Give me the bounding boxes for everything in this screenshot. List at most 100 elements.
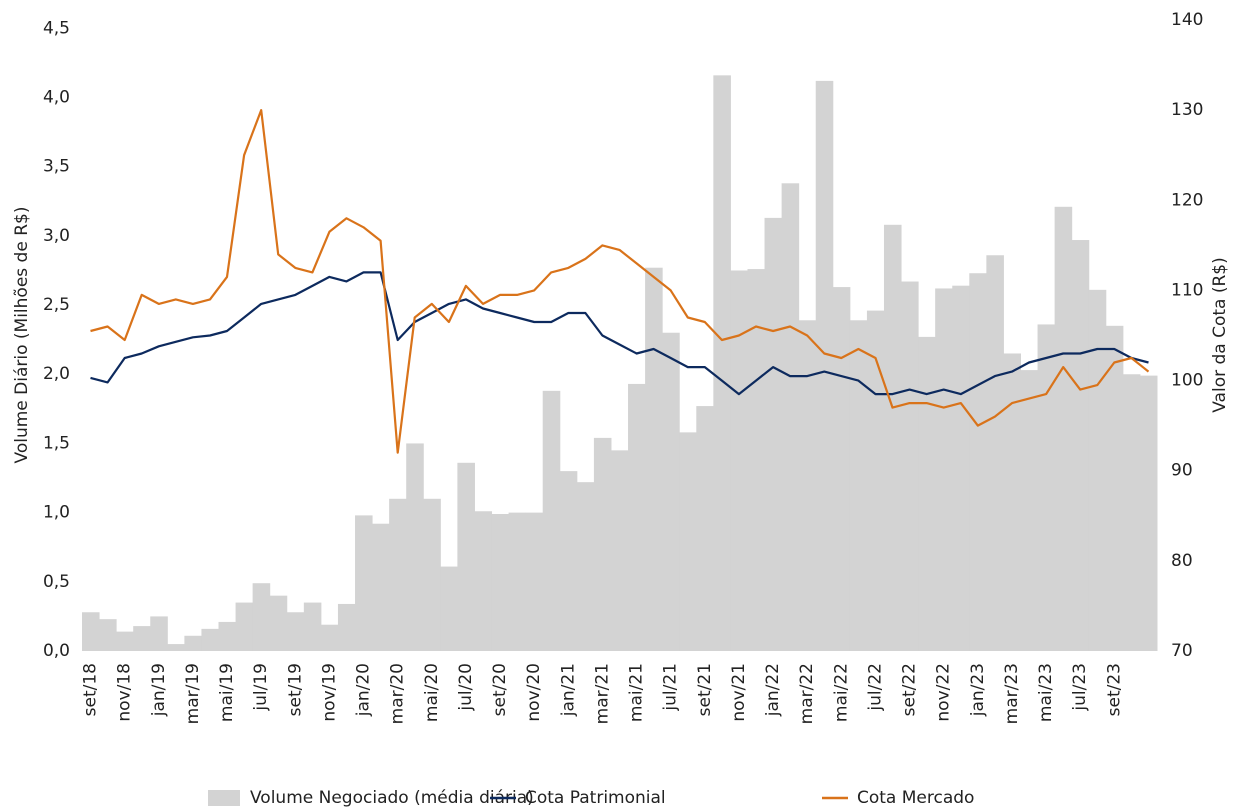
- x-tick-label: nov/18: [115, 663, 135, 722]
- bar: [389, 498, 407, 651]
- y-tick-label: 2,5: [43, 295, 70, 315]
- y2-tick-label: 110: [1171, 280, 1203, 300]
- x-tick-label: jul/23: [1070, 663, 1090, 712]
- bar: [474, 511, 493, 651]
- bar: [986, 255, 1004, 652]
- bar: [559, 471, 578, 651]
- x-tick-label: jul/19: [251, 663, 271, 712]
- bar: [713, 75, 731, 651]
- x-tick-label: mai/21: [627, 663, 647, 722]
- y2-tick-label: 120: [1171, 190, 1203, 210]
- y-tick-label: 4,5: [43, 18, 70, 38]
- x-tick-label: set/23: [1104, 663, 1124, 716]
- bar: [952, 285, 970, 651]
- y2-tick-label: 140: [1171, 10, 1203, 30]
- bar: [82, 612, 100, 651]
- bar: [372, 523, 390, 651]
- bar: [764, 217, 783, 651]
- y-tick-label: 3,0: [43, 226, 70, 246]
- x-tick-label: set/18: [81, 663, 101, 716]
- bar: [252, 583, 271, 651]
- x-tick-label: jul/22: [865, 663, 885, 712]
- x-tick-label: jan/20: [354, 663, 374, 717]
- bar: [406, 443, 424, 651]
- bar: [1139, 375, 1158, 651]
- bar: [1071, 240, 1090, 652]
- y2-tick-label: 90: [1171, 461, 1193, 481]
- bar: [883, 224, 902, 651]
- bar: [218, 621, 237, 651]
- bar: [355, 515, 373, 651]
- y2-axis-title: Valor da Cota (R$): [1210, 257, 1230, 413]
- bar: [167, 644, 185, 651]
- y-tick-label: 2,0: [43, 364, 70, 384]
- bar: [133, 626, 151, 651]
- bar: [576, 482, 595, 651]
- bar: [1037, 324, 1056, 651]
- bar: [662, 332, 680, 651]
- x-tick-label: jan/23: [968, 663, 988, 717]
- y-tick-label: 0,5: [43, 572, 70, 592]
- legend-label: Cota Mercado: [857, 788, 974, 808]
- y-tick-label: 3,5: [43, 157, 70, 177]
- bar: [1020, 370, 1039, 651]
- bar: [508, 512, 527, 651]
- bar: [969, 273, 987, 651]
- bar: [457, 462, 475, 651]
- bar: [679, 432, 697, 651]
- x-tick-label: mar/23: [1002, 663, 1022, 724]
- x-tick-label: nov/19: [319, 663, 339, 722]
- bar: [645, 267, 663, 651]
- x-tick-label: jan/21: [558, 663, 578, 717]
- x-tick-label: nov/21: [729, 663, 749, 722]
- legend-swatch: [208, 790, 240, 806]
- bar: [440, 566, 458, 651]
- bar: [901, 281, 919, 651]
- x-tick-label: nov/22: [934, 663, 954, 722]
- bar: [150, 616, 168, 651]
- y-tick-label: 0,0: [43, 641, 70, 661]
- y2-tick-label: 130: [1171, 100, 1203, 120]
- bar: [184, 635, 202, 651]
- bar: [99, 619, 117, 651]
- x-tick-label: set/19: [285, 663, 305, 716]
- x-tick-label: mai/22: [831, 663, 851, 722]
- x-tick-label: set/20: [490, 663, 510, 716]
- bar: [1003, 353, 1021, 651]
- bar: [730, 270, 748, 651]
- y-tick-label: 1,0: [43, 503, 70, 523]
- bar: [1105, 325, 1124, 651]
- bar: [593, 437, 612, 651]
- bar: [269, 595, 288, 651]
- bar: [491, 514, 510, 651]
- x-tick-label: mai/23: [1036, 663, 1056, 722]
- legend-label: Cota Patrimonial: [525, 788, 666, 808]
- line: [90, 271, 1149, 396]
- y-tick-label: 1,5: [43, 433, 70, 453]
- bar: [696, 406, 714, 651]
- y-tick-label: 4,0: [43, 87, 70, 107]
- bar: [1088, 289, 1107, 651]
- bar: [781, 183, 800, 651]
- bar: [542, 390, 561, 651]
- bar: [303, 602, 322, 651]
- bar: [320, 624, 339, 651]
- bar: [235, 602, 254, 651]
- x-tick-label: jan/22: [763, 663, 783, 717]
- bar: [798, 320, 817, 651]
- y2-tick-label: 80: [1171, 551, 1193, 571]
- bar: [1122, 374, 1141, 651]
- x-tick-label: jul/20: [456, 663, 476, 712]
- bar: [849, 320, 868, 651]
- y2-tick-label: 100: [1171, 371, 1203, 391]
- bar: [747, 269, 766, 651]
- x-tick-label: jan/19: [149, 663, 169, 717]
- x-tick-label: mar/19: [183, 663, 203, 724]
- line: [90, 109, 1150, 454]
- bar: [832, 287, 851, 651]
- x-tick-label: mai/20: [422, 663, 442, 722]
- x-tick-label: mar/22: [797, 663, 817, 724]
- bar: [337, 603, 356, 651]
- bar: [201, 628, 220, 651]
